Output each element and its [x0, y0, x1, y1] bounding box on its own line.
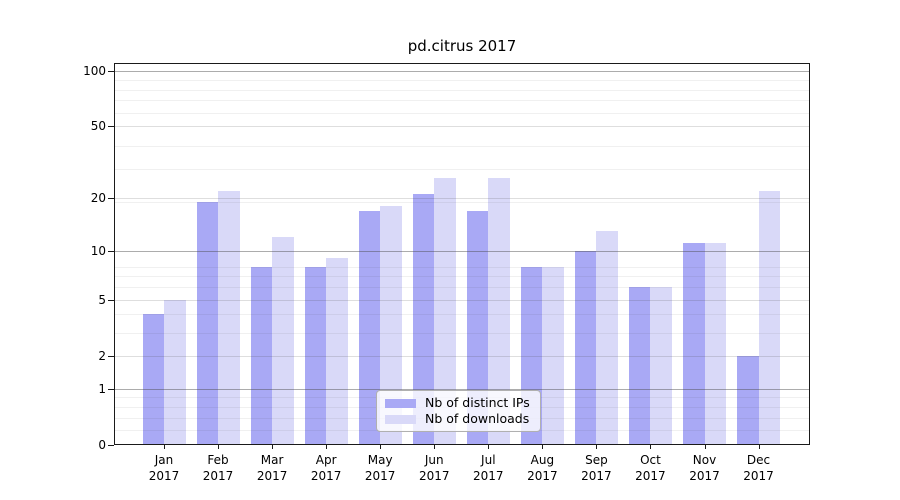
- x-axis-tick: [434, 445, 436, 449]
- bar-distinct-ips: [466, 210, 489, 445]
- x-axis-tick-label: Dec 2017: [743, 453, 774, 483]
- x-axis-tick: [380, 445, 382, 449]
- gridline-minor: [115, 89, 809, 91]
- y-axis-tick: [108, 126, 114, 128]
- legend-item-downloads: Nb of downloads: [385, 412, 532, 426]
- bar-downloads: [434, 177, 456, 445]
- y-axis-tick-label: 50: [90, 119, 106, 134]
- x-axis-tick-label: Feb 2017: [202, 453, 234, 483]
- x-axis-tick: [758, 445, 760, 449]
- y-axis-tick-label: 5: [98, 292, 106, 307]
- gridline-major-dark: [115, 250, 809, 252]
- gridline-minor: [115, 100, 809, 102]
- y-axis-tick-label: 1: [98, 381, 106, 396]
- bar-downloads: [650, 287, 672, 445]
- legend-swatch-distinct-ips: [385, 398, 416, 408]
- x-axis-tick: [164, 445, 165, 449]
- bar-downloads: [542, 266, 564, 445]
- x-axis-tick-label: Mar 2017: [256, 453, 288, 483]
- x-axis-tick-label: Sep 2017: [581, 453, 612, 483]
- bar-distinct-ips: [142, 314, 164, 445]
- bar-distinct-ips: [250, 266, 273, 445]
- legend-item-distinct-ips: Nb of distinct IPs: [385, 396, 532, 410]
- x-axis-tick-label: Jun 2017: [418, 453, 450, 483]
- x-axis-tick: [218, 445, 220, 449]
- gridline-minor: [115, 169, 809, 171]
- bar-distinct-ips: [683, 243, 705, 445]
- y-axis-tick-label: 0: [98, 438, 106, 452]
- chart-title: pd.citrus 2017: [407, 37, 517, 55]
- gridline-major-dark: [115, 70, 809, 72]
- y-axis-tick: [108, 299, 114, 301]
- bar-distinct-ips: [628, 287, 651, 445]
- bar-downloads: [380, 206, 402, 445]
- y-axis-tick-label: 20: [90, 191, 106, 206]
- gridline-major-light: [115, 198, 809, 200]
- y-axis-tick-label: 100: [83, 63, 106, 78]
- bar-downloads: [272, 236, 294, 445]
- bar-downloads: [164, 299, 186, 445]
- y-axis-tick: [108, 355, 114, 357]
- x-axis-tick-label: Aug 2017: [527, 453, 558, 483]
- gridline-minor: [115, 112, 809, 114]
- gridline-minor: [115, 314, 809, 316]
- x-axis-tick: [704, 445, 706, 449]
- gridline-major-light: [115, 355, 809, 357]
- gridline-major-dark: [115, 388, 809, 390]
- legend: Nb of distinct IPs Nb of downloads: [376, 390, 541, 432]
- legend-label-distinct-ips: Nb of distinct IPs: [425, 395, 530, 410]
- gridline-minor: [115, 266, 809, 268]
- x-axis-tick-label: Nov 2017: [689, 453, 720, 483]
- x-axis-tick-label: Apr 2017: [310, 453, 342, 483]
- gridline-minor: [115, 80, 809, 81]
- bar-distinct-ips: [304, 266, 327, 445]
- x-axis-tick-label: Oct 2017: [635, 453, 666, 483]
- bar-downloads: [326, 258, 348, 445]
- x-axis-tick: [326, 445, 328, 449]
- gridline-major-light: [115, 299, 809, 301]
- bar-downloads: [704, 243, 726, 445]
- gridline-minor: [115, 202, 809, 203]
- y-axis-tick: [108, 198, 114, 200]
- x-axis-tick-label: Jul 2017: [473, 453, 504, 483]
- bar-distinct-ips: [737, 355, 759, 445]
- bar-downloads: [758, 190, 781, 445]
- gridline-minor: [115, 332, 809, 334]
- x-axis-tick-label: May 2017: [364, 453, 396, 483]
- gridline-major-light: [115, 126, 809, 128]
- bar-distinct-ips: [574, 250, 597, 445]
- y-axis-tick: [108, 250, 114, 252]
- legend-label-downloads: Nb of downloads: [425, 411, 530, 426]
- y-axis-tick: [108, 445, 114, 446]
- gridline-minor: [115, 276, 809, 278]
- bar-distinct-ips: [358, 210, 381, 445]
- x-axis-tick: [542, 445, 544, 449]
- y-axis-tick-label: 2: [98, 348, 106, 363]
- legend-swatch-downloads: [385, 414, 416, 424]
- bar-downloads: [218, 190, 240, 445]
- x-axis-tick-label: Jan 2017: [148, 453, 180, 483]
- bar-downloads: [488, 177, 510, 445]
- y-axis-tick-label: 10: [90, 243, 106, 258]
- x-axis-tick: [650, 445, 652, 449]
- x-axis-tick: [488, 445, 490, 449]
- bar-distinct-ips: [196, 202, 219, 445]
- x-axis-tick: [272, 445, 274, 449]
- y-axis-tick: [108, 388, 114, 390]
- y-axis-tick: [108, 70, 114, 72]
- bar-downloads: [596, 230, 618, 445]
- bar-distinct-ips: [412, 194, 435, 445]
- x-axis-tick: [596, 445, 598, 449]
- gridline-minor: [115, 287, 809, 289]
- gridline-minor: [115, 145, 809, 147]
